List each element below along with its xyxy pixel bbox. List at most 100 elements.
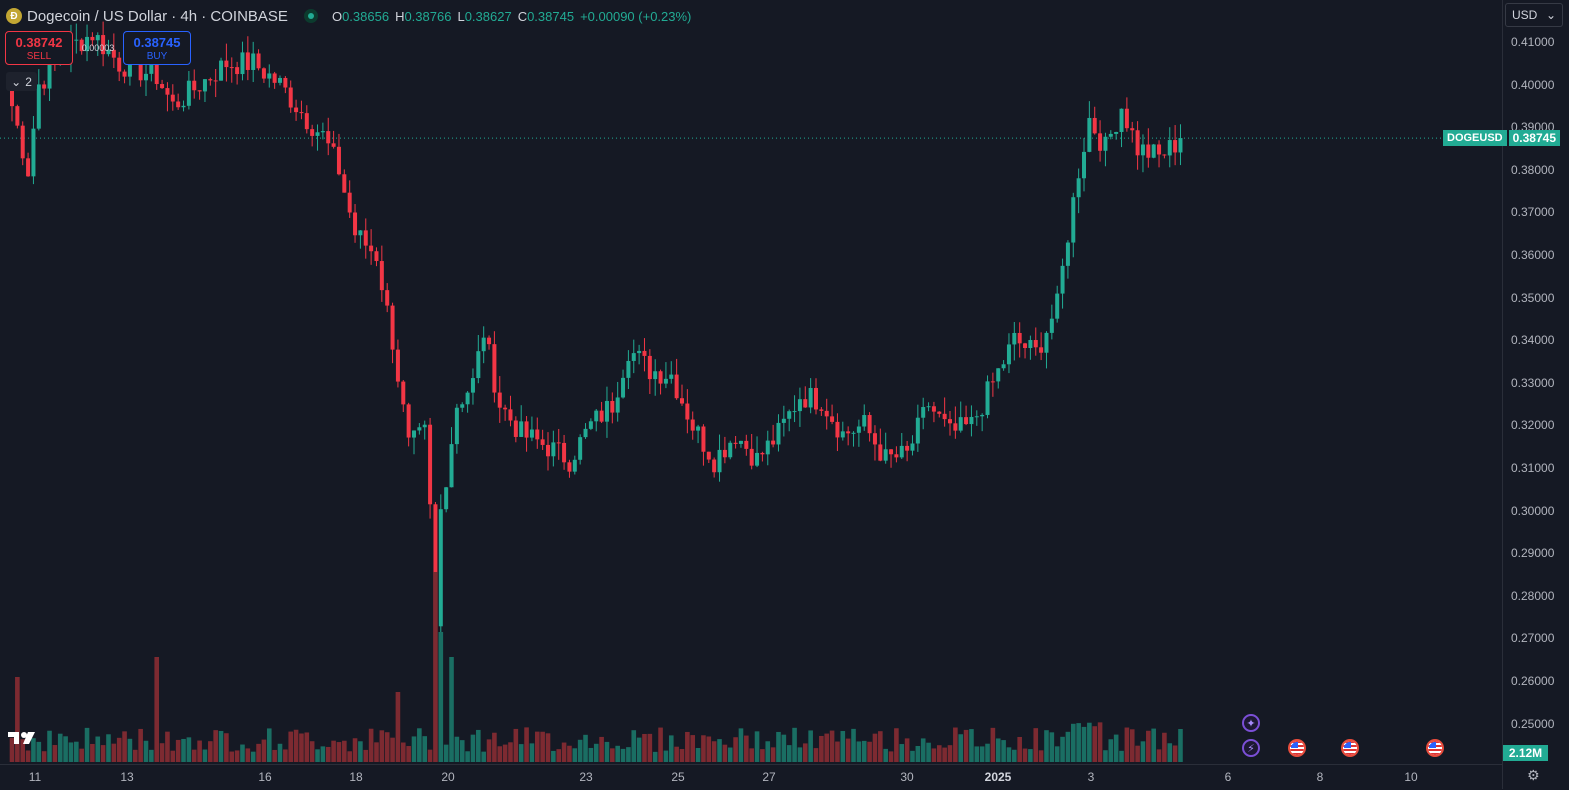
candle [872, 425, 877, 461]
volume-bar [25, 750, 31, 762]
candle-body [401, 381, 406, 405]
volume-bar [250, 751, 256, 762]
spread-value: 0.00003 [81, 43, 115, 53]
us-flag-icon[interactable] [1288, 739, 1306, 757]
candle [176, 93, 181, 110]
sparkle-icon[interactable]: ✦ [1242, 714, 1260, 732]
candle-body [181, 105, 186, 108]
candle-body [487, 337, 492, 345]
volume-bar [894, 728, 899, 762]
volume-bar [690, 735, 696, 762]
volume-bar [610, 748, 615, 762]
candle [101, 21, 106, 67]
tradingview-logo-icon[interactable] [8, 730, 40, 751]
market-status-icon[interactable] [303, 9, 318, 23]
volume-bar [288, 731, 294, 762]
candle [948, 411, 952, 436]
candle-body [572, 459, 577, 472]
volume-bar [1097, 722, 1103, 762]
volume-bar [883, 748, 888, 762]
sell-button[interactable]: 0.38742 SELL [5, 31, 73, 65]
candle-body [1071, 197, 1076, 243]
candle [599, 401, 604, 423]
price-tick-label: 0.32000 [1511, 418, 1555, 433]
candle-body [1098, 133, 1103, 151]
candle-body [406, 404, 411, 438]
volume-bar [588, 747, 594, 762]
volume-bar [202, 749, 208, 762]
candle-body [213, 80, 218, 82]
settings-icon[interactable]: ⚙ [1527, 767, 1540, 783]
candle-body [899, 445, 904, 458]
candle [1082, 138, 1086, 192]
candle [529, 416, 534, 442]
candle [267, 64, 272, 88]
candle-body [117, 57, 122, 72]
chart-pane[interactable] [0, 0, 1502, 764]
candle-body [974, 416, 979, 418]
candle-body [915, 417, 920, 444]
candle [1001, 360, 1006, 371]
candle-body [1033, 340, 1038, 348]
candle-body [776, 422, 781, 445]
candle [974, 410, 979, 426]
candle [353, 204, 358, 243]
price-tick-label: 0.40000 [1511, 77, 1555, 92]
us-flag-icon[interactable] [1341, 739, 1359, 757]
candle [342, 169, 347, 193]
volume-bar [149, 749, 154, 762]
candle [814, 378, 818, 415]
volume-bar [1038, 750, 1044, 762]
candle [358, 230, 363, 249]
candle [964, 405, 969, 426]
candlestick-chart[interactable] [0, 0, 1502, 764]
symbol-title[interactable]: Dogecoin / US Dollar · 4h · COINBASE [27, 7, 288, 25]
candle [535, 417, 540, 449]
time-axis[interactable]: 11 13 16 18 20 23 25 27 30 2025 3 6 8 10 [0, 764, 1502, 790]
candle [465, 391, 470, 413]
indicators-collapse-button[interactable]: ⌄ 2 [6, 72, 37, 91]
candle-body [567, 462, 572, 472]
buy-button[interactable]: 0.38745 BUY [123, 31, 191, 65]
candle [894, 446, 899, 463]
candle-body [1076, 178, 1081, 198]
dogecoin-logo-icon[interactable]: Ð [6, 8, 22, 24]
candle [578, 434, 583, 465]
us-flag-icon[interactable] [1426, 739, 1444, 757]
candle [567, 459, 572, 478]
candle [696, 424, 701, 444]
volume-bar [910, 750, 915, 762]
volume-bar [368, 728, 374, 762]
volume-bar [663, 750, 669, 762]
candle-body [905, 445, 910, 451]
volume-bar [792, 727, 797, 762]
volume-bar [181, 738, 186, 762]
candle [497, 376, 502, 423]
candle [626, 350, 631, 390]
volume-bar [256, 743, 261, 762]
volume-bar [706, 736, 712, 762]
candle [326, 117, 331, 156]
time-tick-label: 27 [762, 770, 776, 784]
volume-bar [502, 744, 508, 762]
volume-bar [513, 728, 519, 762]
candle-body [186, 80, 191, 106]
volume-bar [561, 742, 567, 762]
volume-bar [540, 731, 545, 762]
candle-body [256, 53, 261, 69]
volume-bar [813, 748, 819, 762]
volume-bar [717, 739, 722, 762]
price-axis[interactable]: 0.41000 0.40000 0.39000 0.38000 0.37000 0.360… [1502, 0, 1569, 789]
chevron-down-icon: ⌄ [11, 74, 22, 89]
lightning-icon[interactable]: ⚡ [1242, 739, 1260, 757]
candle [320, 122, 325, 140]
candle-body [374, 251, 379, 262]
candle [546, 432, 550, 471]
currency-select[interactable]: USD ⌄ [1505, 3, 1563, 27]
volume-bar [154, 657, 160, 762]
price-tick-label: 0.30000 [1511, 503, 1555, 518]
candle-body [470, 378, 475, 393]
candle-body [889, 449, 894, 455]
candle [1049, 304, 1054, 340]
candle [117, 51, 122, 82]
